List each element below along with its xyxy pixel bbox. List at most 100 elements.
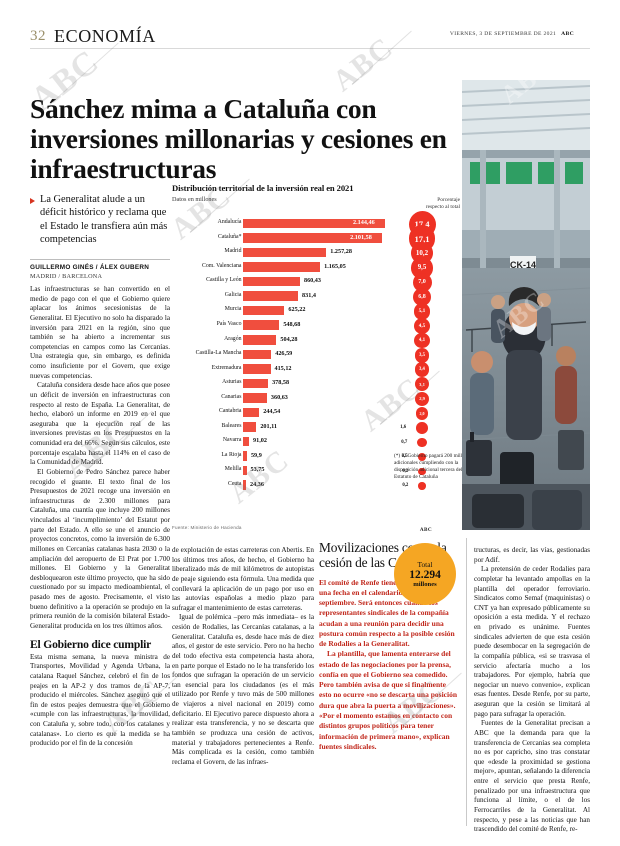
paragraph: Las infraestructuras se han convertido e… (30, 285, 170, 380)
column-divider (466, 538, 467, 826)
chart-category-label: Canarias (221, 393, 242, 400)
chart-percent-bubble (417, 437, 427, 448)
chart-title: Distribución territorial de la inversión… (172, 183, 354, 193)
chart-category-label: Aragón (224, 335, 242, 342)
chart-row: País Vasco 548,68 4,5 (172, 317, 460, 335)
chart-percent-label: 0,7 (401, 439, 408, 445)
chart-row: Aragón 504,28 4,1 (172, 332, 460, 349)
paragraph: Esta misma semana, la nueva ministra de … (30, 652, 170, 748)
chart-bar (243, 378, 269, 389)
bar-chart: Andalucía 2.144,46 17,4 Cataluña* 2.101,58 17… (172, 210, 460, 494)
chart-row: Cantabria 244,54 2,0 (172, 406, 460, 421)
chart-bar (243, 407, 260, 418)
chart-row: Com. Valenciana 1.165,05 9,5 (172, 257, 460, 279)
total-value: 12.294 (409, 568, 441, 581)
section-name: ECONOMÍA (54, 26, 156, 46)
chart-percent-label: 1,6 (400, 425, 407, 431)
chart-row: Baleares 201,11 1,6 (172, 421, 460, 436)
chart-bar (243, 393, 267, 403)
article-photo: CK-14 (462, 80, 590, 530)
chart-value-label: 59,9 (250, 451, 262, 459)
chart-value-label: 2.101,58 (350, 233, 372, 241)
chart-percent-bubble: 4,5 (413, 317, 431, 335)
chart-row: Castilla-La Mancha 426,59 3,5 (172, 347, 460, 363)
chart-row: Navarra 91,02 0,7 (172, 435, 460, 450)
chart-percent-label: 0,5 (401, 454, 408, 460)
chart-category-label: La Rioja (221, 451, 242, 458)
chart-category-label: Navarra (222, 437, 242, 444)
svg-text:CK-14: CK-14 (510, 260, 536, 270)
chart-percent-label: 0,2 (402, 483, 409, 489)
chart-value-label: 1.257,28 (330, 248, 352, 256)
total-bubble: Total 12.294 millones (394, 543, 456, 605)
chart-category-label: Cantabria (218, 408, 242, 415)
body-column-2: de explotación de estas carreteras con A… (172, 546, 314, 767)
chart-value-label: 625,22 (288, 306, 306, 314)
chart-bar (243, 218, 385, 229)
paragraph: Cataluña considera desde hace años que p… (30, 381, 170, 467)
chart-row: Asturias 378,58 3,1 (172, 377, 460, 392)
chart-row: Melilla 53,75 0,2 (172, 464, 460, 479)
chart-percent-header-line1: Porcentaje (437, 197, 460, 203)
chart-credit: ABC (419, 527, 432, 533)
chart-bar (243, 436, 249, 447)
chart-percent-bubble: 2,0 (415, 407, 429, 420)
chart-bar (243, 291, 299, 301)
masthead: 32 ECONOMÍA VIERNES, 3 DE SEPTIEMBRE DE … (30, 26, 596, 48)
chart-row: Extremadura 415,12 3,4 (172, 362, 460, 377)
chart-bar (243, 276, 300, 287)
paragraph: La pretensión de ceder Rodalies para com… (474, 565, 590, 718)
chart-category-label: Castilla y León (206, 277, 242, 284)
chart-value-label: 53,75 (250, 466, 265, 474)
total-unit: millones (413, 581, 437, 589)
chart-bar (243, 364, 271, 374)
chart-row: Ceuta 24,36 0,2 (172, 479, 460, 494)
chart-bar (243, 422, 257, 432)
chart-category-label: Com. Valenciana (202, 262, 242, 269)
chart-value-label: 201,11 (260, 422, 277, 430)
chart-value-label: 415,12 (274, 364, 292, 372)
dateline: VIERNES, 3 DE SEPTIEMBRE DE 2021 ABC (450, 31, 574, 37)
chart-percent-header: Porcentaje respecto al total (402, 197, 460, 211)
chart-bar (243, 465, 247, 476)
total-label: Total (417, 559, 433, 569)
byline-places: MADRID / BARCELONA (30, 272, 103, 280)
chart-percent-bubble (417, 452, 427, 462)
chart-value-label: 2.144,46 (353, 219, 375, 227)
chart-category-label: Extremadura (211, 364, 242, 371)
chart-value-label: 378,58 (272, 379, 290, 387)
byline-authors: GUILLERMO GINÉS / ÁLEX GUBERN (30, 264, 150, 272)
chart-percent-label: 0,2 (402, 468, 409, 474)
chart-value-label: 831,4 (302, 291, 316, 299)
chart-category-label: País Vasco (216, 321, 242, 328)
chart-footnote: (*) El Gobierno pagará 200 millones adic… (394, 453, 472, 481)
body-column-3: tructuras, es decir, las vías, gestionad… (474, 546, 590, 835)
chart-value-label: 360,63 (270, 393, 288, 401)
chart-value-label: 548,68 (283, 321, 301, 329)
chart-percent-bubble: 3,4 (414, 362, 430, 377)
chart-category-label: Castilla-La Mancha (195, 350, 242, 357)
page-title: Sánchez mima a Cataluña con inversiones … (30, 93, 447, 185)
chart-category-label: Galicia (224, 291, 242, 298)
dateline-date: VIERNES, 3 DE SEPTIEMBRE DE 2021 (449, 31, 557, 37)
chart-bar (243, 247, 327, 258)
chart-percent-bubble: 2,9 (415, 391, 429, 406)
byline-divider (30, 259, 170, 261)
chart-value-label: 244,54 (263, 408, 281, 416)
chart-category-label: Baleares (221, 422, 242, 429)
page-folio: 32 (30, 28, 46, 44)
chart-percent-bubble: 6,8 (412, 287, 432, 307)
chart-value-label: 426,59 (275, 350, 293, 358)
standfirst-block: La Generalitat alude a un déficit histór… (30, 193, 170, 280)
chart-category-label: Murcia (224, 306, 242, 313)
chart-subtitle: Datos en millones (172, 195, 217, 203)
chart-percent-bubble (416, 422, 428, 434)
bullet-triangle-icon (30, 198, 35, 204)
chart-percent-bubble: 9,5 (411, 257, 433, 279)
chart-bar (243, 480, 246, 491)
standfirst-text: La Generalitat alude a un déficit histór… (40, 194, 168, 245)
chart-bar (243, 349, 272, 360)
chart-percent-bubble (418, 467, 426, 476)
chart-category-label: Cataluña* (217, 233, 242, 240)
chart-percent-header-line2: respecto al total (425, 203, 460, 210)
